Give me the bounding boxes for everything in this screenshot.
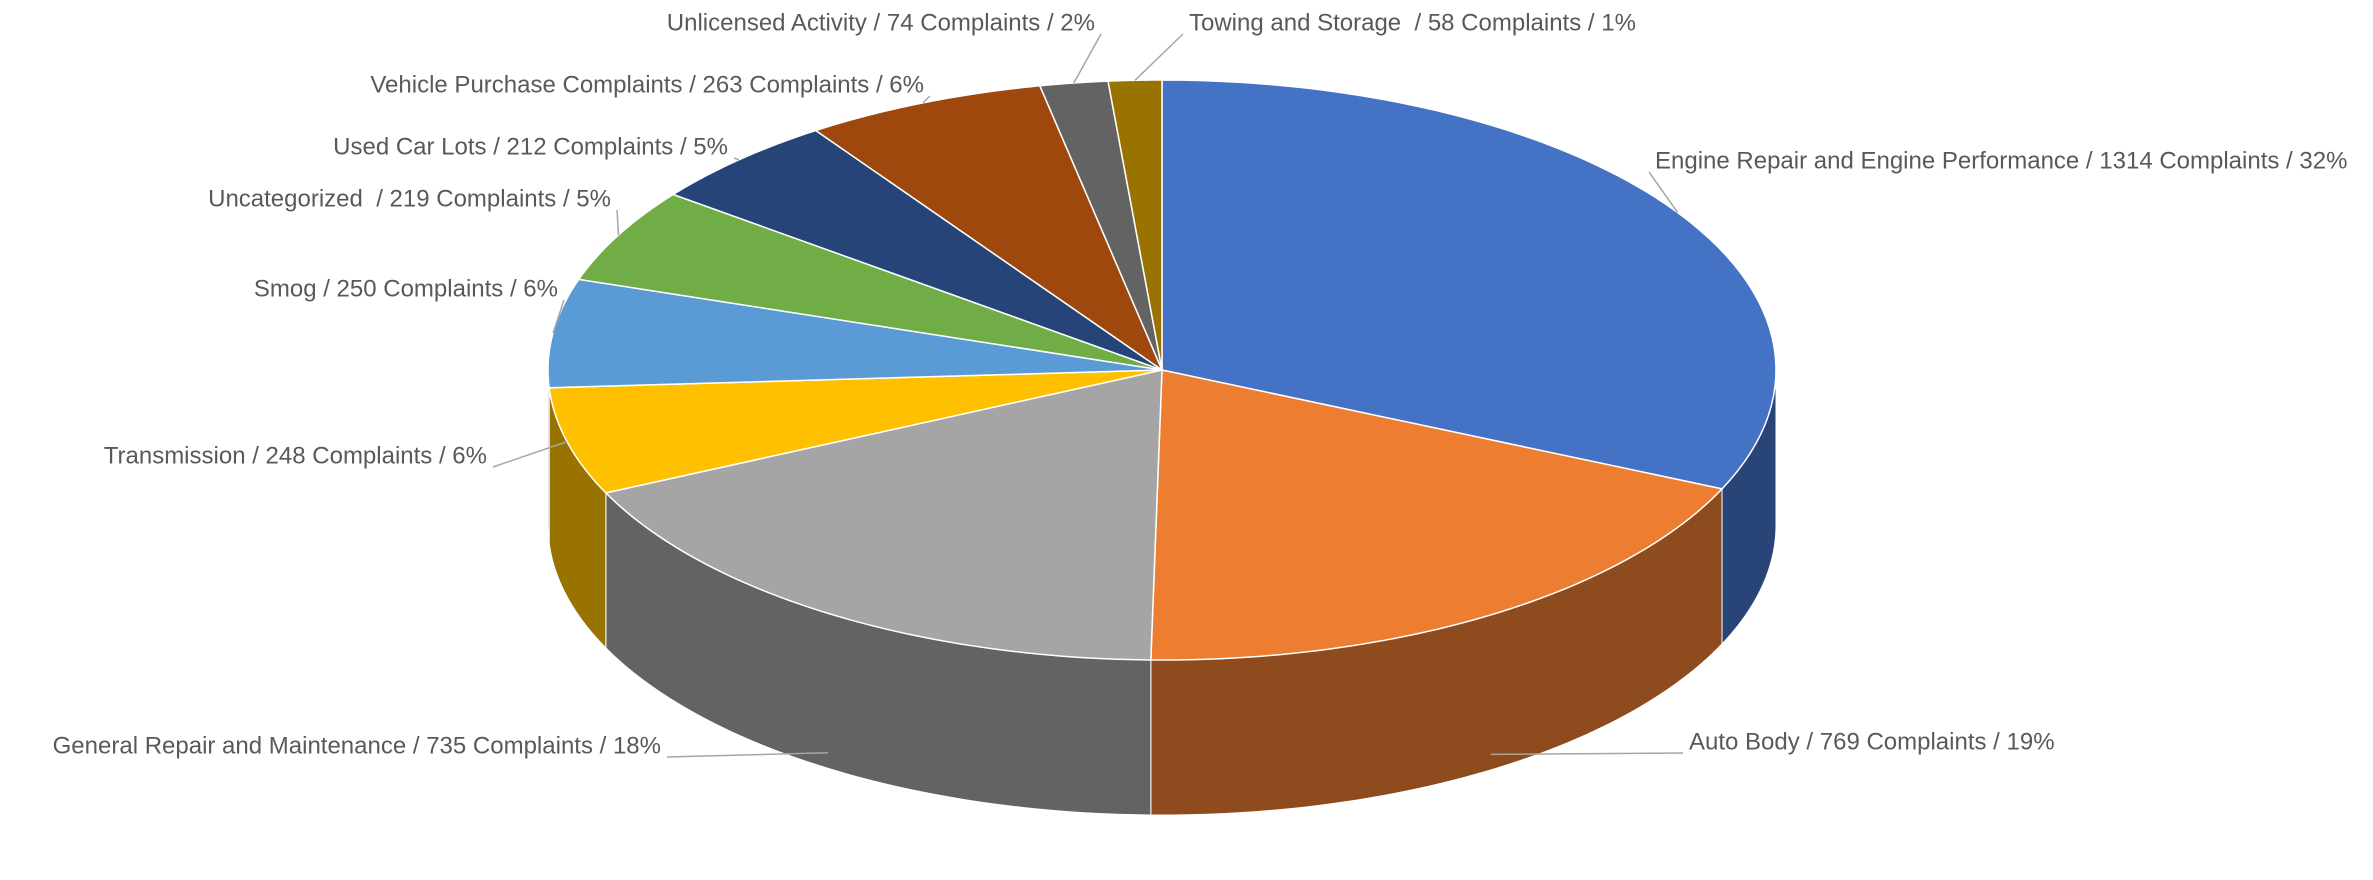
leader-line xyxy=(666,752,828,758)
data-label: Towing and Storage / 58 Complaints / 1% xyxy=(1189,9,1636,36)
data-label: Unlicensed Activity / 74 Complaints / 2% xyxy=(667,9,1095,36)
slice xyxy=(1038,80,1163,371)
data-label: Used Car Lots / 212 Complaints / 5% xyxy=(333,133,728,160)
leader-line xyxy=(1490,752,1684,756)
leader-line xyxy=(1073,33,1102,84)
slice-side xyxy=(547,370,550,543)
slice xyxy=(548,369,1163,494)
leader-line xyxy=(733,157,740,161)
data-label: General Repair and Maintenance / 735 Com… xyxy=(53,732,661,759)
leader-line xyxy=(1648,171,1679,213)
leader-line xyxy=(1134,33,1184,81)
data-label: Vehicle Purchase Complaints / 263 Compla… xyxy=(370,71,924,98)
leader-line xyxy=(552,299,565,334)
leader-line xyxy=(616,209,620,236)
leader-line xyxy=(492,440,568,468)
data-label: Auto Body / 769 Complaints / 19% xyxy=(1689,728,2055,755)
data-label: Engine Repair and Engine Performance / 1… xyxy=(1655,147,2347,174)
leader-line xyxy=(922,95,931,104)
slice xyxy=(814,84,1164,373)
slice xyxy=(1150,369,1724,661)
slice xyxy=(604,369,1163,661)
data-label: Transmission / 248 Complaints / 6% xyxy=(104,442,487,469)
data-label: Uncategorized / 219 Complaints / 5% xyxy=(208,185,611,212)
slice xyxy=(547,278,1163,389)
data-label: Smog / 250 Complaints / 6% xyxy=(254,275,558,302)
